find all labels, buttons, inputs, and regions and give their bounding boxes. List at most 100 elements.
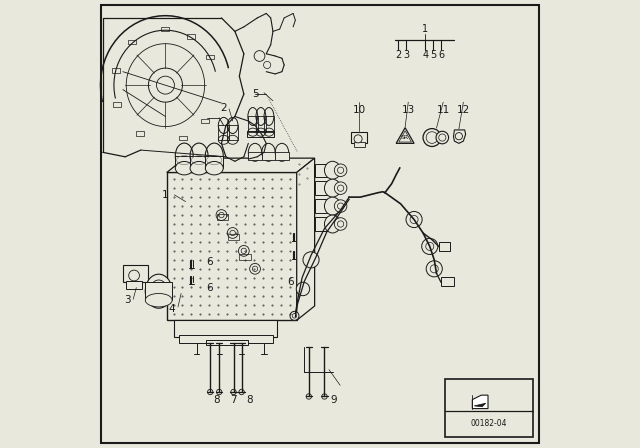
Bar bbox=[123, 265, 148, 282]
Circle shape bbox=[239, 246, 249, 256]
Bar bbox=[217, 214, 228, 220]
Circle shape bbox=[250, 263, 260, 274]
Text: 6: 6 bbox=[438, 50, 444, 60]
Polygon shape bbox=[297, 158, 315, 320]
Bar bbox=[441, 277, 454, 286]
Bar bbox=[187, 34, 195, 39]
Text: 2: 2 bbox=[396, 50, 401, 60]
Polygon shape bbox=[474, 403, 486, 407]
Bar bbox=[248, 152, 262, 160]
Ellipse shape bbox=[324, 215, 340, 233]
Ellipse shape bbox=[324, 161, 340, 179]
Circle shape bbox=[406, 211, 422, 228]
Bar bbox=[179, 135, 187, 140]
Text: 13: 13 bbox=[402, 105, 415, 115]
Circle shape bbox=[423, 129, 441, 146]
Circle shape bbox=[216, 210, 227, 220]
Bar bbox=[179, 335, 273, 343]
Bar bbox=[228, 234, 239, 240]
Bar bbox=[136, 131, 144, 136]
Text: 7: 7 bbox=[230, 395, 237, 405]
Text: 1: 1 bbox=[162, 190, 169, 200]
Circle shape bbox=[303, 252, 319, 268]
Text: SR: SR bbox=[401, 135, 409, 140]
Text: 12: 12 bbox=[457, 105, 470, 115]
Circle shape bbox=[426, 132, 438, 143]
Circle shape bbox=[439, 134, 446, 141]
Text: 9: 9 bbox=[330, 395, 337, 405]
Bar bbox=[205, 155, 223, 168]
Bar bbox=[145, 282, 172, 300]
Circle shape bbox=[290, 311, 299, 320]
Text: 8: 8 bbox=[212, 395, 220, 405]
Text: 6: 6 bbox=[287, 277, 294, 287]
Text: 6: 6 bbox=[206, 257, 212, 267]
Polygon shape bbox=[399, 131, 412, 142]
Bar bbox=[248, 116, 258, 132]
Bar bbox=[190, 155, 208, 168]
Text: 00182-04: 00182-04 bbox=[470, 419, 507, 428]
Bar bbox=[248, 131, 275, 137]
Ellipse shape bbox=[145, 293, 172, 307]
Bar bbox=[353, 142, 365, 147]
Bar bbox=[315, 181, 333, 195]
Bar bbox=[174, 320, 278, 337]
Bar bbox=[167, 172, 297, 320]
Circle shape bbox=[296, 282, 310, 296]
Ellipse shape bbox=[205, 161, 223, 175]
Text: 5: 5 bbox=[252, 89, 259, 99]
Ellipse shape bbox=[150, 280, 168, 302]
Text: 2: 2 bbox=[220, 103, 227, 112]
Bar bbox=[315, 164, 333, 177]
Ellipse shape bbox=[324, 197, 340, 215]
Polygon shape bbox=[454, 130, 466, 143]
Text: 10: 10 bbox=[353, 105, 365, 115]
Bar bbox=[315, 217, 333, 231]
Text: 8: 8 bbox=[246, 395, 253, 405]
Bar bbox=[113, 102, 121, 107]
Bar bbox=[256, 116, 266, 132]
Circle shape bbox=[334, 218, 347, 230]
Text: 3: 3 bbox=[124, 295, 131, 305]
Text: 4: 4 bbox=[422, 50, 428, 60]
Circle shape bbox=[455, 133, 463, 140]
Bar bbox=[161, 27, 170, 31]
Circle shape bbox=[129, 270, 140, 281]
Bar bbox=[111, 69, 120, 73]
Bar bbox=[175, 155, 193, 168]
Circle shape bbox=[334, 182, 347, 194]
Bar bbox=[351, 132, 367, 143]
Text: 6: 6 bbox=[206, 283, 212, 293]
Text: 4: 4 bbox=[169, 304, 175, 314]
Bar bbox=[206, 340, 248, 345]
Circle shape bbox=[436, 131, 449, 144]
Bar bbox=[264, 116, 274, 132]
Text: 3: 3 bbox=[403, 50, 410, 60]
Circle shape bbox=[354, 135, 362, 143]
Polygon shape bbox=[167, 158, 315, 172]
Polygon shape bbox=[396, 128, 414, 143]
Bar bbox=[206, 55, 214, 59]
Bar bbox=[445, 379, 533, 437]
Circle shape bbox=[426, 261, 442, 277]
Bar bbox=[239, 254, 251, 260]
Circle shape bbox=[227, 228, 238, 238]
Text: 11: 11 bbox=[436, 105, 450, 115]
Text: 1: 1 bbox=[422, 24, 428, 34]
Circle shape bbox=[334, 200, 347, 212]
Bar bbox=[262, 152, 275, 160]
Bar bbox=[315, 199, 333, 213]
Ellipse shape bbox=[145, 274, 172, 308]
Bar bbox=[439, 242, 450, 251]
Bar bbox=[201, 119, 209, 123]
Text: 5: 5 bbox=[430, 50, 436, 60]
Circle shape bbox=[422, 238, 438, 254]
Bar bbox=[218, 125, 229, 140]
Ellipse shape bbox=[324, 179, 340, 197]
Ellipse shape bbox=[175, 161, 193, 175]
Polygon shape bbox=[472, 395, 488, 409]
Circle shape bbox=[334, 164, 347, 177]
Bar bbox=[275, 152, 289, 160]
Bar bbox=[127, 281, 142, 289]
Bar bbox=[128, 40, 136, 44]
